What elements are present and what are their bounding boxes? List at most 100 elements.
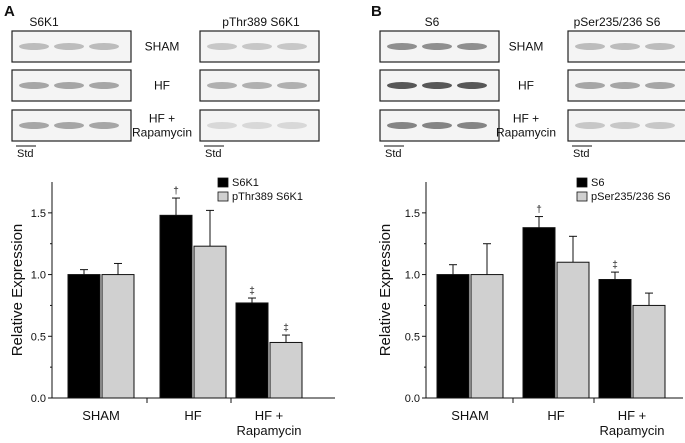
protein-band bbox=[207, 43, 237, 50]
western-blot-b: S6 pSer235/236 S6 SHAM HF HF +Rapamycin Std St… bbox=[379, 15, 685, 160]
protein-band bbox=[277, 82, 307, 89]
protein-band bbox=[19, 43, 49, 50]
legend-label: pThr389 S6K1 bbox=[232, 191, 303, 203]
protein-band bbox=[54, 82, 84, 89]
panel-letter: A bbox=[4, 3, 15, 20]
protein-band bbox=[645, 43, 675, 50]
protein-band bbox=[610, 122, 640, 129]
blot-box bbox=[567, 109, 685, 142]
significance-marker: ‡ bbox=[283, 323, 289, 334]
category-label: Rapamycin bbox=[599, 423, 664, 438]
std-label: Std bbox=[573, 148, 590, 160]
protein-band bbox=[242, 82, 272, 89]
protein-band bbox=[242, 122, 272, 129]
protein-band bbox=[89, 82, 119, 89]
y-axis-label: Relative Expression bbox=[9, 224, 26, 357]
protein-band bbox=[387, 43, 417, 50]
protein-band bbox=[645, 122, 675, 129]
blot-header: S6K1 bbox=[29, 15, 59, 29]
category-label: Rapamycin bbox=[236, 423, 301, 438]
protein-band bbox=[610, 43, 640, 50]
blot-row-label: HF bbox=[518, 79, 534, 93]
protein-band bbox=[457, 82, 487, 89]
blot-box bbox=[379, 30, 500, 63]
legend-swatch bbox=[217, 191, 229, 202]
category-label: SHAM bbox=[451, 408, 489, 423]
y-tick-label: 1.0 bbox=[31, 270, 46, 282]
y-tick-label: 0.5 bbox=[31, 331, 46, 343]
blot-row-label: SHAM bbox=[509, 40, 544, 54]
std-label: Std bbox=[205, 148, 222, 160]
blot-box bbox=[567, 69, 685, 102]
significance-marker: ‡ bbox=[249, 286, 255, 297]
protein-band bbox=[207, 82, 237, 89]
blot-row-label: HF bbox=[154, 79, 170, 93]
blot-row-label: Rapamycin bbox=[132, 126, 192, 140]
y-axis-label: Relative Expression bbox=[377, 224, 394, 357]
protein-band bbox=[387, 122, 417, 129]
legend-swatch bbox=[576, 191, 588, 202]
protein-band bbox=[277, 122, 307, 129]
y-tick-label: 0.5 bbox=[405, 331, 420, 343]
protein-band bbox=[610, 82, 640, 89]
legend-swatch bbox=[217, 177, 229, 188]
blot-box bbox=[199, 109, 320, 142]
y-tick-label: 1.0 bbox=[405, 270, 420, 282]
protein-band bbox=[54, 43, 84, 50]
legend-label: S6K1 bbox=[232, 177, 259, 189]
category-label: HF bbox=[184, 408, 201, 423]
protein-band bbox=[207, 122, 237, 129]
y-tick-label: 0.0 bbox=[405, 393, 420, 405]
blot-header: pThr389 S6K1 bbox=[222, 15, 300, 29]
protein-band bbox=[645, 82, 675, 89]
protein-band bbox=[422, 82, 452, 89]
protein-band bbox=[422, 122, 452, 129]
protein-band bbox=[575, 122, 605, 129]
protein-band bbox=[422, 43, 452, 50]
y-tick-label: 1.5 bbox=[405, 208, 420, 220]
bar bbox=[67, 274, 101, 399]
blot-row-label: SHAM bbox=[145, 40, 180, 54]
protein-band bbox=[19, 122, 49, 129]
protein-band bbox=[54, 122, 84, 129]
bar-chart-a: 0.0 0.5 1.0 1.5 Relative Expression SHAM HF HF … bbox=[9, 177, 335, 438]
category-label: HF bbox=[547, 408, 564, 423]
category-label: HF + bbox=[618, 408, 647, 423]
legend-swatch bbox=[576, 177, 588, 188]
significance-marker: † bbox=[536, 205, 542, 216]
protein-band bbox=[387, 82, 417, 89]
blot-box bbox=[567, 30, 685, 63]
legend-label: pSer235/236 S6 bbox=[591, 191, 671, 203]
protein-band bbox=[457, 122, 487, 129]
bar bbox=[556, 261, 590, 399]
bar bbox=[193, 245, 227, 399]
std-label: Std bbox=[385, 148, 402, 160]
protein-band bbox=[277, 43, 307, 50]
bar bbox=[235, 302, 269, 399]
blot-row-label: HF + bbox=[149, 112, 175, 126]
blot-header: pSer235/236 S6 bbox=[574, 15, 661, 29]
blot-box bbox=[11, 30, 132, 63]
bar bbox=[436, 274, 470, 399]
std-label: Std bbox=[17, 148, 34, 160]
western-blot-a: S6K1 pThr389 S6K1 SHAM HF HF +Rapamycin Std St… bbox=[11, 15, 320, 160]
blot-row-label: HF + bbox=[513, 112, 539, 126]
bar bbox=[632, 304, 666, 399]
bar bbox=[269, 341, 303, 399]
category-label: SHAM bbox=[82, 408, 120, 423]
significance-marker: † bbox=[173, 186, 179, 197]
bar bbox=[598, 279, 632, 399]
blot-header: S6 bbox=[425, 15, 440, 29]
protein-band bbox=[457, 43, 487, 50]
bar-chart-b: 0.0 0.5 1.0 1.5 Relative Expression SHAM HF HF … bbox=[377, 177, 683, 438]
protein-band bbox=[242, 43, 272, 50]
protein-band bbox=[89, 43, 119, 50]
legend-label: S6 bbox=[591, 177, 604, 189]
bar bbox=[101, 274, 135, 399]
blot-box bbox=[199, 30, 320, 63]
y-tick-label: 1.5 bbox=[31, 208, 46, 220]
y-tick-label: 0.0 bbox=[31, 393, 46, 405]
